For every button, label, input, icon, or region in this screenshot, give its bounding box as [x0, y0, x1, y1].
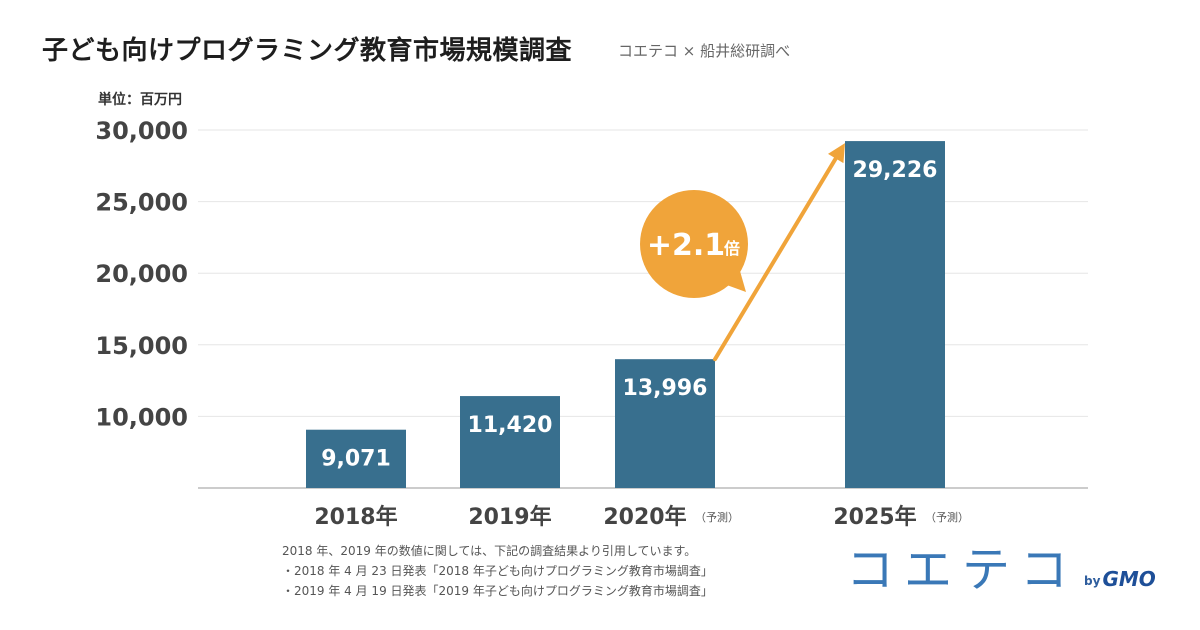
footnote-line: ・2018 年 4 月 23 日発表「2018 年子ども向けプログラミング教育市…: [282, 564, 713, 578]
y-tick-label: 10,000: [95, 403, 188, 431]
growth-arrow-head: [828, 143, 845, 164]
chart-source: コエテコ × 船井総研調べ: [618, 42, 791, 60]
bar: [615, 359, 715, 488]
chart-title: 子ども向けプログラミング教育市場規模調査: [42, 36, 573, 66]
footnotes: 2018 年、2019 年の数値に関しては、下記の調査結果より引用しています。 …: [282, 541, 713, 601]
x-tick-label: 2018年: [314, 504, 397, 530]
x-tick-label: 2020年: [603, 504, 686, 530]
x-tick-note: （予測）: [695, 510, 739, 524]
bar-value-label: 13,996: [623, 376, 708, 401]
bar-chart: 単位：百万円 10,000 15,000 20,000 25,000 30,000 9,07…: [95, 91, 1088, 530]
coeteco-logo: コエテコ by GMO: [846, 546, 1156, 594]
bar: [845, 141, 945, 488]
logo-gmo: GMO: [1102, 567, 1156, 591]
y-tick-label: 15,000: [95, 332, 188, 360]
bar: [306, 429, 406, 488]
bar-value-label: 9,071: [321, 447, 391, 472]
x-tick-label: 2019年: [468, 504, 551, 530]
y-tick-label: 30,000: [95, 117, 188, 145]
annotation-bubble: [640, 190, 748, 298]
y-tick-label: 20,000: [95, 260, 188, 288]
footnote-line: ・2019 年 4 月 19 日発表「2019 年子ども向けプログラミング教育市…: [282, 584, 713, 598]
x-tick-label: 2025年: [833, 504, 916, 530]
annotation-suffix: 倍: [724, 239, 740, 258]
bar: [460, 396, 560, 488]
bar-value-label: 29,226: [853, 158, 938, 183]
annotation-value: +2.1: [647, 228, 725, 263]
x-tick-note: （予測）: [925, 510, 969, 524]
y-tick-label: 25,000: [95, 189, 188, 217]
bar-value-label: 11,420: [468, 413, 553, 438]
logo-by: by: [1084, 574, 1101, 588]
footnote-line: 2018 年、2019 年の数値に関しては、下記の調査結果より引用しています。: [282, 544, 697, 558]
unit-label: 単位：百万円: [98, 91, 182, 108]
growth-arrow-line: [713, 153, 840, 362]
logo-wordmark: コエテコ: [846, 542, 1079, 598]
